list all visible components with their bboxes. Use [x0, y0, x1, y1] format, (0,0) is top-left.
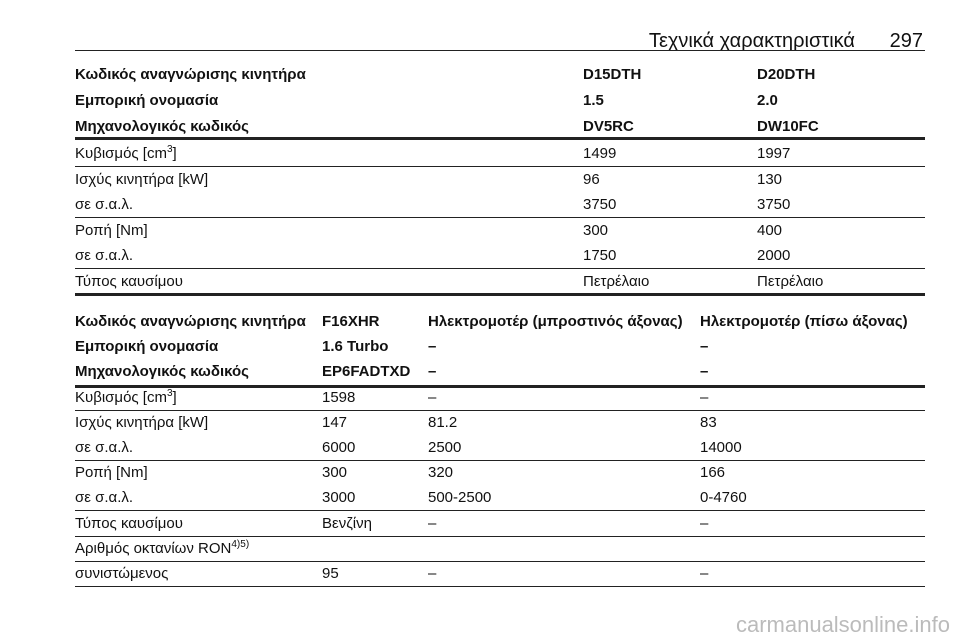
row-rule: [75, 585, 925, 587]
section-rule: [75, 137, 925, 140]
header-cell: 1.5: [583, 91, 604, 109]
row-rule: [75, 166, 925, 167]
cell-text: Αριθμός οκτανίων RON: [75, 539, 232, 557]
header-cell: DW10FC: [757, 117, 819, 135]
cell: 0-4760: [700, 489, 747, 507]
cell: –: [428, 389, 437, 406]
header-cell: Εμπορική ονομασία: [75, 91, 219, 109]
header-rule: [75, 50, 925, 51]
cell: –: [700, 514, 709, 532]
header-cell: Ηλεκτρομοτέρ (πίσω άξονας): [700, 313, 908, 330]
header-cell: Κωδικός αναγνώρισης κινητήρα: [75, 66, 306, 83]
header-cell: –: [700, 363, 709, 380]
cell: Κυβισμός [cm3]: [75, 389, 177, 407]
cell: –: [428, 564, 437, 582]
cell: σε σ.α.λ.: [75, 489, 134, 507]
cell: 14000: [700, 439, 742, 457]
row-rule: [75, 460, 925, 462]
header-cell: –: [428, 338, 437, 355]
cell: –: [700, 564, 709, 582]
cell: 95: [322, 564, 339, 582]
cell: 1997: [757, 145, 791, 162]
cell: 166: [700, 464, 726, 482]
header-cell: Εμπορική ονομασία: [75, 338, 219, 355]
cell-text: ]: [172, 389, 177, 406]
cell: 300: [583, 221, 609, 239]
cell: –: [700, 389, 709, 406]
header-cell: DV5RC: [583, 117, 634, 135]
cell: Τύπος καυσίμου: [75, 273, 183, 290]
cell: Ισχύς κινητήρα [kW]: [75, 414, 209, 432]
cell: 2000: [757, 247, 791, 265]
cell-text: Κυβισμός [cm: [75, 389, 167, 406]
cell: 400: [757, 221, 783, 239]
cell: σε σ.α.λ.: [75, 196, 134, 214]
row-rule: [75, 217, 925, 219]
cell: Αριθμός οκτανίων RON4)5): [75, 538, 250, 558]
cell: 320: [428, 464, 454, 482]
cell: 300: [322, 464, 348, 482]
cell-text: Κυβισμός [cm: [75, 145, 167, 162]
cell: 3750: [757, 196, 791, 214]
cell: Τύπος καυσίμου: [75, 514, 183, 532]
superscript: 4)5): [231, 538, 250, 550]
cell: –: [428, 514, 437, 532]
row-rule: [75, 268, 925, 270]
header-cell: 2.0: [757, 91, 778, 109]
cell-text: ]: [172, 145, 177, 162]
cell: Ροπή [Nm]: [75, 221, 148, 239]
cell: 2500: [428, 439, 462, 457]
cell: Ισχύς κινητήρα [kW]: [75, 170, 209, 188]
superscript: 3: [166, 144, 173, 155]
cell: σε σ.α.λ.: [75, 247, 134, 265]
header-cell: EP6FADTXD: [322, 363, 411, 380]
page-title: Τεχνικά χαρακτηριστικά: [648, 30, 855, 52]
cell: Πετρέλαιο: [757, 273, 824, 290]
header-cell: Ηλεκτρομοτέρ (μπροστινός άξονας): [428, 313, 683, 330]
cell: 96: [583, 170, 600, 188]
cell: 130: [757, 170, 783, 188]
cell: Κυβισμός [cm3]: [75, 145, 177, 163]
header-cell: –: [700, 338, 709, 355]
header-cell: Μηχανολογικός κωδικός: [75, 117, 249, 135]
cell: σε σ.α.λ.: [75, 439, 134, 457]
cell: 147: [322, 414, 348, 432]
watermark: carmanualsonline.info: [735, 612, 950, 637]
row-rule: [75, 560, 925, 562]
cell: 6000: [322, 439, 356, 457]
cell: Βενζίνη: [322, 514, 372, 532]
cell: 81.2: [428, 414, 458, 432]
header-cell: F16XHR: [322, 313, 380, 330]
header-cell: D15DTH: [583, 66, 642, 83]
cell: 3000: [322, 489, 356, 507]
cell: 1598: [322, 389, 356, 406]
cell: συνιστώμενος: [75, 564, 169, 582]
cell: Πετρέλαιο: [583, 273, 650, 290]
superscript: 3: [166, 388, 173, 399]
cell: 500-2500: [428, 489, 492, 507]
cell: 1750: [583, 247, 617, 265]
cell: 3750: [583, 196, 617, 214]
cell: Ροπή [Nm]: [75, 464, 148, 482]
header-cell: 1.6 Turbo: [322, 338, 389, 355]
row-rule: [75, 410, 925, 411]
header-cell: D20DTH: [757, 66, 816, 83]
cell: 83: [700, 414, 717, 432]
row-rule: [75, 510, 925, 512]
page-number: 297: [889, 30, 923, 52]
header-cell: Κωδικός αναγνώρισης κινητήρα: [75, 313, 306, 330]
section-rule: [75, 293, 925, 296]
header-cell: –: [428, 363, 437, 380]
cell: 1499: [583, 145, 617, 162]
row-rule: [75, 535, 925, 537]
section-rule: [75, 385, 925, 388]
header-cell: Μηχανολογικός κωδικός: [75, 363, 249, 380]
